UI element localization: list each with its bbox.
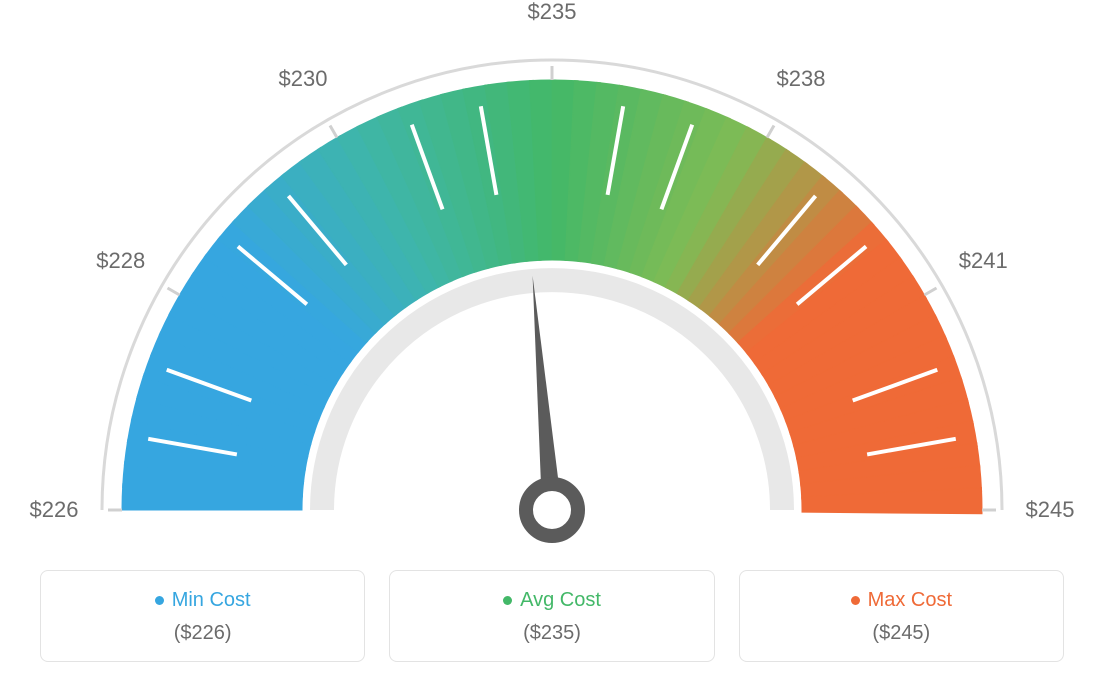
gauge-tick-label: $228: [96, 248, 145, 274]
legend-label-max: Max Cost: [868, 589, 952, 612]
legend-title-max: Max Cost: [851, 589, 952, 612]
legend-value-avg: ($235): [400, 622, 703, 645]
gauge-svg: [0, 0, 1104, 560]
gauge-tick-label: $241: [959, 248, 1008, 274]
legend-value-max: ($245): [750, 622, 1053, 645]
legend-label-avg: Avg Cost: [520, 589, 601, 612]
legend-dot-max: [851, 596, 860, 605]
gauge-tick-label: $238: [777, 66, 826, 92]
legend-row: Min Cost ($226) Avg Cost ($235) Max Cost…: [40, 570, 1064, 662]
legend-dot-min: [155, 596, 164, 605]
legend-title-min: Min Cost: [155, 589, 251, 612]
legend-card-max: Max Cost ($245): [739, 570, 1064, 662]
gauge-chart: $226 $228 $230 $235 $238 $241 $245: [0, 0, 1104, 560]
gauge-tick-label: $226: [30, 497, 79, 523]
legend-label-min: Min Cost: [172, 589, 251, 612]
gauge-tick-label: $235: [528, 0, 577, 25]
gauge-tick-label: $245: [1026, 497, 1075, 523]
legend-title-avg: Avg Cost: [503, 589, 601, 612]
legend-card-min: Min Cost ($226): [40, 570, 365, 662]
legend-dot-avg: [503, 596, 512, 605]
gauge-tick-label: $230: [279, 66, 328, 92]
legend-card-avg: Avg Cost ($235): [389, 570, 714, 662]
legend-value-min: ($226): [51, 622, 354, 645]
